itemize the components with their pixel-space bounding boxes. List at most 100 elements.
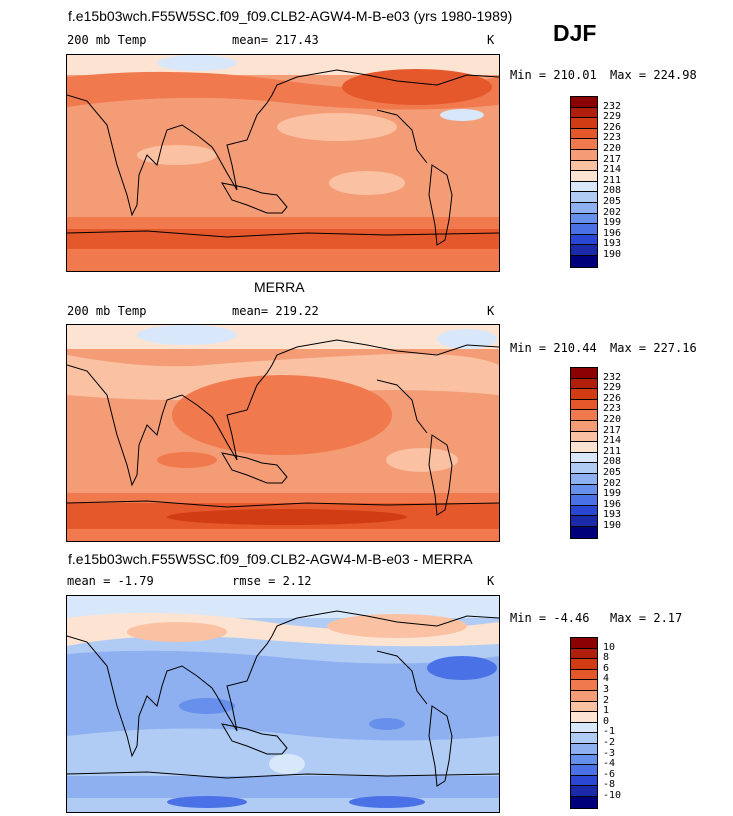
figure-title: f.e15b03wch.F55W5SC.f09_f09.CLB2-AGW4-M-… <box>68 8 513 24</box>
colorbar-tick-label: 4 <box>603 673 610 685</box>
colorbar-tick-label: 193 <box>603 509 622 521</box>
colorbar-tick-label: 190 <box>603 249 622 260</box>
panel1-map <box>66 54 500 272</box>
panel2-unit: K <box>487 304 495 318</box>
coastline-path <box>67 339 499 487</box>
colorbar-tick-label: 202 <box>603 477 622 489</box>
coastline-path <box>67 69 499 217</box>
coastline-path <box>428 164 453 246</box>
colorbar-tick-label: -10 <box>603 790 622 801</box>
colorbar-tick-label: 232 <box>603 371 622 383</box>
field-negative-patch <box>179 698 235 714</box>
colorbar-tick-label: 208 <box>603 456 622 468</box>
colorbar-tick-label: 199 <box>603 217 622 229</box>
colorbar-tick-label: 0 <box>603 715 610 727</box>
colorbar-tick-label: 10 <box>603 641 616 653</box>
field-mid-lat-cool-band <box>277 113 397 141</box>
colorbar-tick-label: 193 <box>603 238 622 250</box>
colorbar-tick-label: 190 <box>603 520 622 531</box>
colorbar-tick-label: 199 <box>603 488 622 500</box>
coastline-path <box>67 500 499 508</box>
panel1-unit: K <box>487 33 495 47</box>
panel2-variable-label: 200 mb Temp <box>67 304 147 318</box>
colorbar-tick-label: 205 <box>603 196 622 207</box>
field-tropical-cool-patch <box>329 171 405 195</box>
colorbar-tick-label: 6 <box>603 662 610 674</box>
field-cold-patch <box>437 329 497 349</box>
colorbar-tick-label: -4 <box>603 758 616 770</box>
panel1-colorbar: 232 229 226 223 220 217 214 211 208 205 202 199 196 1… <box>570 96 630 268</box>
panel1-map-svg <box>67 55 499 271</box>
colorbar-tick-label: 220 <box>603 143 622 154</box>
coastlines <box>67 69 499 246</box>
panel2-map-svg <box>67 325 499 541</box>
coastlines <box>67 610 499 787</box>
field-negative-band <box>67 650 499 741</box>
field-positive-patch <box>127 622 227 642</box>
coastline-path <box>67 610 499 758</box>
colorbar-tick-label: -3 <box>603 747 616 759</box>
panel3-rmse: rmse = 2.12 <box>232 574 312 588</box>
coastlines <box>67 339 499 516</box>
field-south-polar-band <box>67 249 499 271</box>
coastline-path <box>221 723 288 755</box>
colorbar-tick-label: 223 <box>603 403 622 415</box>
colorbar-swatch <box>570 796 598 809</box>
field-strong-negative-patch <box>167 796 247 808</box>
panel1-variable-label: 200 mb Temp <box>67 33 147 47</box>
coastline-path <box>376 109 428 164</box>
colorbar-tick-label: 226 <box>603 392 622 404</box>
panel3-min: Min = -4.46 <box>510 611 590 625</box>
field-cold-patch <box>137 325 237 345</box>
colorbar-tick-label: -2 <box>603 737 616 748</box>
field-weak-patch <box>269 754 305 774</box>
colorbar-tick-label: 214 <box>603 435 622 447</box>
field-tropical-cool-patch <box>386 448 458 472</box>
panel3-map <box>66 595 500 813</box>
field-strong-negative-patch <box>349 796 425 808</box>
colorbar-tick-label: 223 <box>603 132 622 144</box>
colorbar-tick-label: 1 <box>603 705 610 717</box>
coastline-path <box>221 452 288 484</box>
coastline-path <box>67 771 499 779</box>
panel1-mean: mean= 217.43 <box>232 33 319 47</box>
field-polar-band <box>67 596 499 618</box>
coastline-path <box>428 434 453 516</box>
panel2-mean: mean= 219.22 <box>232 304 319 318</box>
coastline-path <box>67 230 499 238</box>
panel1-min: Min = 210.01 <box>510 68 597 82</box>
coastline-path <box>221 182 288 214</box>
colorbar-tick-label: 208 <box>603 185 622 197</box>
season-label: DJF <box>553 20 597 46</box>
colorbar-tick-label: 232 <box>603 100 622 112</box>
colorbar-swatch <box>570 255 598 268</box>
colorbar-tick-label: 226 <box>603 121 622 133</box>
colorbar-tick-label: 2 <box>603 694 610 706</box>
field-warm-patch <box>157 452 217 468</box>
colorbar-tick-label: -6 <box>603 768 616 780</box>
colorbar-tick-label: 196 <box>603 227 622 239</box>
field-south-negative-band <box>67 776 499 798</box>
coastline-path <box>376 650 428 705</box>
field-polar-band <box>67 325 499 349</box>
panel3-max: Max = 2.17 <box>610 611 683 625</box>
field-negative-patch <box>369 718 405 730</box>
colorbar-swatch <box>570 526 598 539</box>
colorbar-tick-label: 196 <box>603 498 622 510</box>
field-positive-patch <box>327 614 467 638</box>
colorbar-tick-label: 202 <box>603 206 622 218</box>
panel1-max: Max = 224.98 <box>610 68 697 82</box>
colorbar-tick-label: 220 <box>603 414 622 425</box>
field-tropical-cool-patch <box>137 145 217 165</box>
colorbar-tick-label: 229 <box>603 111 622 123</box>
colorbar-tick-label: 229 <box>603 382 622 394</box>
field-south-hot-band <box>67 229 499 249</box>
colorbar-tick-label: 211 <box>603 445 622 457</box>
panel2-colorbar: 232 229 226 223 220 217 214 211 208 205 202 199 196 1… <box>570 367 630 539</box>
panel3-colorbar: 10 8 6 4 3 2 1 0 -1 -2 -3 -4 -6 -8 -10 <box>570 637 630 809</box>
colorbar-tick-label: 3 <box>603 684 610 695</box>
panel3-map-svg <box>67 596 499 812</box>
coastline-path <box>428 705 453 787</box>
panel3-mean: mean = -1.79 <box>67 574 154 588</box>
colorbar-tick-label: 217 <box>603 153 622 165</box>
